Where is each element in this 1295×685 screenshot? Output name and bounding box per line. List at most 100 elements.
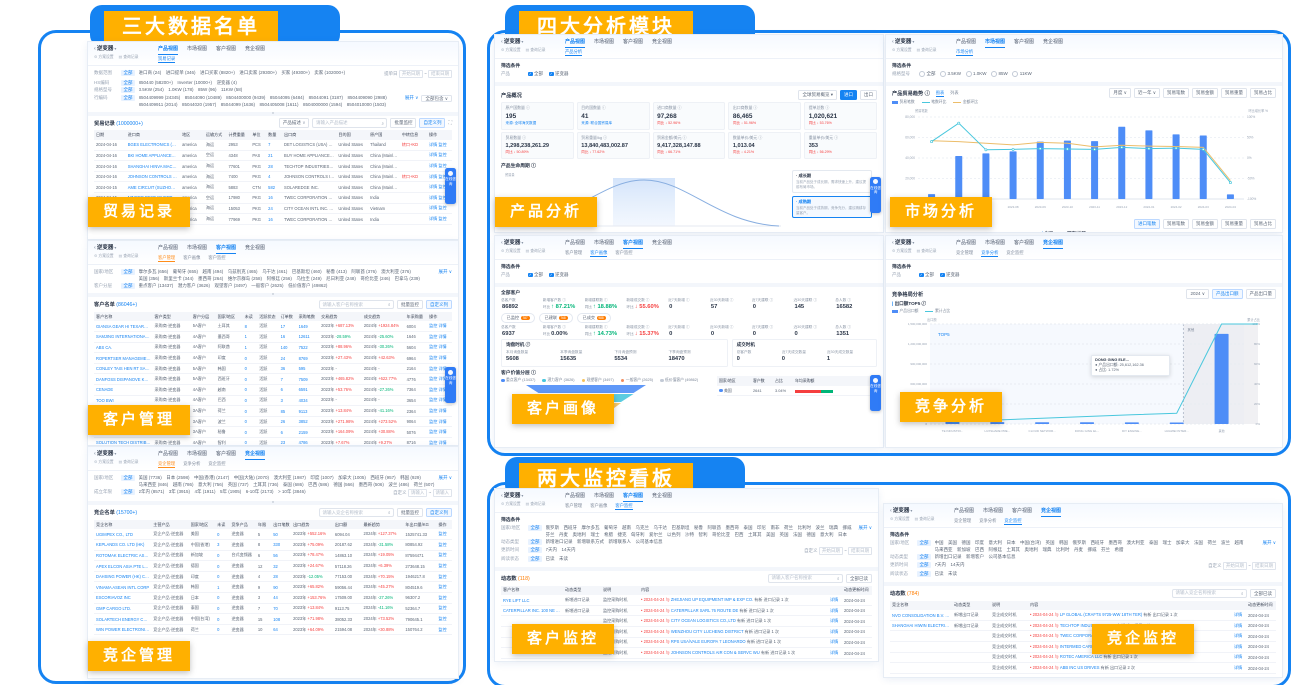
- tab-product-view[interactable]: 产品视图: [158, 245, 179, 251]
- date-start-input[interactable]: 开始日期: [1222, 561, 1247, 570]
- filter-option[interactable]: 美国: [948, 540, 957, 545]
- filter-option[interactable]: 法国: [1194, 540, 1203, 545]
- filter-option[interactable]: 墨西哥 (264): [198, 275, 224, 281]
- filter-option[interactable]: 乌拉圭 (249): [296, 275, 322, 281]
- competitor-table-row[interactable]: UGIMPEX CO., LTD 竞企产品·逆变器 美国 0 逆变器 5 50 2023年 …: [94, 529, 452, 541]
- filter-option[interactable]: 马来西亚 (846): [138, 481, 169, 487]
- detail-link[interactable]: 详情: [438, 333, 447, 339]
- filter-option[interactable]: 德国: [961, 540, 971, 545]
- range-select[interactable]: 近一年 ∨: [1133, 88, 1160, 98]
- filter-option[interactable]: 14天内: [950, 561, 965, 567]
- column-header[interactable]: 订单数: [278, 311, 297, 322]
- competitor-table-row[interactable]: DAHSING POWER (HK) CO. LTD竞企产品·逆变器印度0逆变器…: [94, 571, 452, 583]
- filter-option[interactable]: 新增联系人: [608, 538, 632, 544]
- filter-option[interactable]: 美国 (7736): [138, 474, 162, 480]
- search-icon[interactable]: ⌕: [836, 575, 840, 581]
- scheme-settings-link[interactable]: ⚙方案设置: [890, 516, 910, 521]
- filter-option[interactable]: 英国: [779, 532, 789, 537]
- query-history-link[interactable]: ▤查询记录: [118, 459, 139, 464]
- import-toggle-button[interactable]: 进口: [840, 90, 857, 100]
- subtab-customer-management[interactable]: 客户管理: [565, 503, 583, 508]
- filter-option[interactable]: 8504000000 (1594): [302, 102, 343, 108]
- tab-competitor-view[interactable]: 竞企视图: [652, 240, 673, 246]
- filter-option[interactable]: 新增进口记录: [545, 538, 573, 544]
- tab-market-view[interactable]: 市场视图: [594, 240, 615, 246]
- legend-item[interactable]: 潜力客户 (3626): [542, 378, 575, 383]
- filter-option[interactable]: 澳大利亚 (1987): [273, 474, 306, 480]
- filter-option[interactable]: 逆变器 (4): [216, 79, 237, 85]
- filter-option[interactable]: 葡萄牙 (655): [172, 268, 199, 274]
- detail-link[interactable]: 详情: [1234, 612, 1243, 618]
- filter-option[interactable]: 进口商 (24): [138, 69, 162, 75]
- filter-option[interactable]: 土耳其: [748, 532, 762, 537]
- tab-competitor-view[interactable]: 竞企视图: [652, 39, 673, 45]
- column-header[interactable]: 说明: [601, 585, 639, 596]
- product-selector[interactable]: ‹逆变器▾: [890, 508, 913, 514]
- filter-option[interactable]: 印度 (1007): [310, 474, 334, 480]
- filter-option[interactable]: 葡萄牙: [604, 525, 618, 530]
- filter-option[interactable]: 秘鲁: [694, 525, 703, 530]
- filter-option[interactable]: 秘鲁 (413): [326, 268, 347, 274]
- radio-option[interactable]: 85W: [991, 71, 1008, 77]
- expand-filter-link[interactable]: 展开 ∨: [438, 474, 452, 480]
- filter-all-chip[interactable]: 全部: [528, 525, 542, 531]
- customer-table-row[interactable]: ABS CA. 采购商·逆变器 4A客户 阿联酋 1 活跃 140 7522 2023年 +8…: [94, 342, 452, 354]
- column-header[interactable]: 客户数: [751, 376, 773, 386]
- monitor-link[interactable]: 监控: [429, 386, 438, 392]
- online-service-widget[interactable]: 在线咨询: [445, 168, 456, 205]
- monitor-link[interactable]: 监控: [429, 429, 438, 435]
- filter-option[interactable]: 瑞典: [829, 525, 838, 530]
- detail-link[interactable]: 详情: [1234, 633, 1243, 639]
- query-history-link[interactable]: ▤查询记录: [525, 248, 546, 253]
- filter-option[interactable]: 英国: [1045, 540, 1055, 545]
- filter-all-chip[interactable]: 全部: [121, 95, 135, 102]
- customize-columns-button[interactable]: 自定义列: [426, 507, 452, 518]
- column-header[interactable]: 未读: [242, 311, 258, 322]
- filter-option[interactable]: 印度: [975, 540, 984, 545]
- filter-option[interactable]: 捷克: [617, 532, 627, 537]
- column-header[interactable]: 中转信息: [399, 130, 428, 141]
- monitor-link[interactable]: 监控: [429, 333, 438, 339]
- dist-import-count-button[interactable]: 进口笔数: [1134, 219, 1160, 229]
- filter-option[interactable]: 卖家 (102000+): [314, 69, 346, 75]
- chart-tab[interactable]: 图表: [935, 89, 945, 97]
- filter-option[interactable]: 丹麦: [1074, 547, 1083, 552]
- online-service-widget[interactable]: 在线咨询: [870, 176, 881, 213]
- year-max-input[interactable]: 请输入: [432, 488, 452, 497]
- monitor-feed-row[interactable]: 竞企成交时机 • 2024-04-24 与 INTERMED CARIBE 有新…: [890, 641, 1276, 653]
- column-header[interactable]: 国家/地区: [717, 376, 751, 386]
- tab-competitor-view[interactable]: 竞企视图: [1041, 506, 1062, 517]
- detail-link[interactable]: 详情: [830, 639, 839, 645]
- column-header[interactable]: 单位: [250, 130, 267, 141]
- monitor-link[interactable]: 监控: [429, 355, 438, 361]
- detail-link[interactable]: 详情: [429, 152, 438, 158]
- detail-link[interactable]: 详情: [429, 141, 438, 147]
- tab-market-view[interactable]: 市场视图: [187, 451, 208, 457]
- scheme-settings-link[interactable]: ⚙方案设置: [892, 47, 912, 52]
- product-selector[interactable]: ‹逆变器▾: [94, 46, 117, 52]
- detail-link[interactable]: 详情: [438, 323, 447, 329]
- subtab-competitor-management[interactable]: 竞企管理: [954, 518, 972, 523]
- tab-customer-view[interactable]: 客户视图: [216, 243, 237, 254]
- product-selector[interactable]: ‹逆变器▾: [501, 39, 524, 45]
- expand-filter-link[interactable]: 展开 ∨: [1262, 540, 1276, 545]
- filter-option[interactable]: 英国 (737): [227, 481, 249, 487]
- filter-option[interactable]: 西班牙: [563, 525, 578, 530]
- subtab-competition-analysis[interactable]: 竞争分析: [979, 518, 997, 523]
- detail-link[interactable]: 详情: [429, 205, 438, 211]
- filter-option[interactable]: 泰国: [1149, 540, 1158, 545]
- filter-option[interactable]: 沙特: [685, 532, 694, 537]
- monitor-link[interactable]: 监控: [438, 152, 447, 158]
- filter-option[interactable]: 智利: [698, 532, 708, 537]
- tab-product-view[interactable]: 产品视图: [954, 508, 975, 514]
- subtab-customer-monitor[interactable]: 客户监控: [615, 503, 633, 510]
- monitor-link[interactable]: 监控: [429, 376, 438, 382]
- filter-all-chip[interactable]: 全部: [917, 540, 931, 546]
- filter-option[interactable]: 泰国 (686): [282, 481, 304, 487]
- filter-option[interactable]: 巴西: [975, 547, 984, 552]
- filter-option[interactable]: 阿根廷 (256): [266, 275, 292, 281]
- column-header[interactable]: 客户名称: [501, 585, 563, 596]
- filter-option[interactable]: 摩尔多瓦 (656): [138, 268, 169, 274]
